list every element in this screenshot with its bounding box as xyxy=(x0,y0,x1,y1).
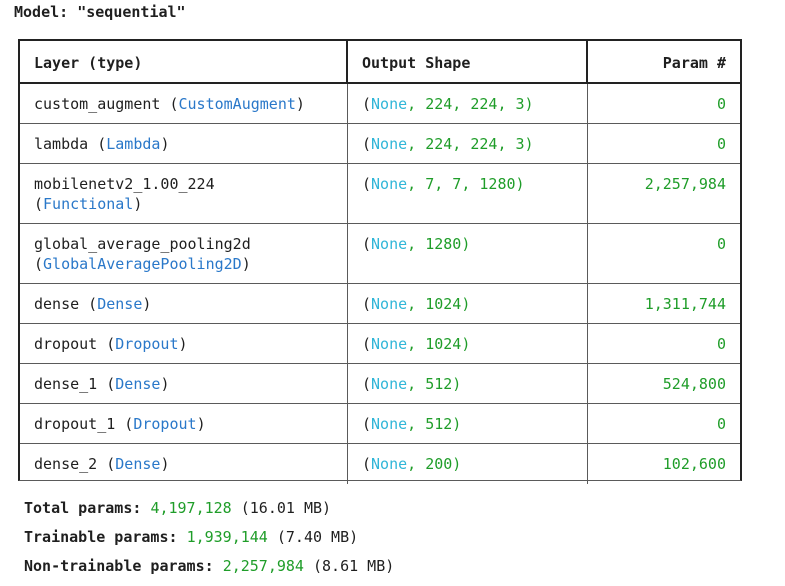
param-count: 2,257,984 xyxy=(644,175,726,193)
table-row: mobilenetv2_1.00_224 (Functional) (None,… xyxy=(20,164,740,224)
shape-dims: , 224, 224, 3) xyxy=(407,95,534,113)
table-row: lambda (Lambda) (None, 224, 224, 3) 0 xyxy=(20,124,740,164)
param-count: 0 xyxy=(716,135,726,153)
layer-class: Dense xyxy=(97,295,143,313)
header-output-shape: Output Shape xyxy=(348,41,588,82)
output-shape-cell: (None, 512) xyxy=(348,404,588,443)
non-trainable-params-line: Non-trainable params: 2,257,984 (8.61 MB… xyxy=(24,557,394,575)
table-row: dropout (Dropout) (None, 1024) 0 xyxy=(20,324,740,364)
table-row: dense (Dense) (None, 1024) 1,311,744 xyxy=(20,284,740,324)
output-shape-cell: (None, 1024) xyxy=(348,324,588,363)
none-keyword: None xyxy=(371,135,408,153)
layer-class: Dense xyxy=(115,455,161,473)
none-keyword: None xyxy=(371,335,408,353)
trainable-params-label: Trainable params: xyxy=(24,528,178,546)
output-shape-cell: (None, 1280) xyxy=(348,224,588,283)
shape-dims: , 1024) xyxy=(407,295,471,313)
shape-dims: , 1280) xyxy=(407,235,471,253)
trainable-params-size: (7.40 MB) xyxy=(276,528,359,546)
param-count: 0 xyxy=(716,415,726,433)
none-keyword: None xyxy=(371,415,408,433)
layer-class: Dense xyxy=(115,375,161,393)
layer-cell: dense_2 (Dense) xyxy=(20,444,348,484)
none-keyword: None xyxy=(371,175,408,193)
param-count: 0 xyxy=(716,335,726,353)
non-trainable-params-label: Non-trainable params: xyxy=(24,557,214,575)
shape-dims: , 7, 7, 1280) xyxy=(407,175,525,193)
output-shape-cell: (None, 7, 7, 1280) xyxy=(348,164,588,223)
table-row: dense_2 (Dense) (None, 200) 102,600 xyxy=(20,444,740,484)
total-params-line: Total params: 4,197,128 (16.01 MB) xyxy=(24,499,331,517)
layer-class: Dropout xyxy=(115,335,179,353)
layer-cell: lambda (Lambda) xyxy=(20,124,348,163)
layer-class: Functional xyxy=(43,195,134,213)
model-title: Model: "sequential" xyxy=(14,3,186,21)
table-row: global_average_pooling2d (GlobalAverageP… xyxy=(20,224,740,284)
model-summary-table: Layer (type) Output Shape Param # custom… xyxy=(18,39,742,484)
output-shape-cell: (None, 224, 224, 3) xyxy=(348,124,588,163)
table-row: dropout_1 (Dropout) (None, 512) 0 xyxy=(20,404,740,444)
layer-class: CustomAugment xyxy=(178,95,296,113)
total-params-value: 4,197,128 xyxy=(150,499,232,517)
layer-cell: mobilenetv2_1.00_224 (Functional) xyxy=(20,164,348,223)
layer-name: dense_1 xyxy=(34,375,98,393)
output-shape-cell: (None, 200) xyxy=(348,444,588,484)
total-params-size: (16.01 MB) xyxy=(240,499,332,517)
param-count: 1,311,744 xyxy=(644,295,726,313)
shape-dims: , 1024) xyxy=(407,335,471,353)
shape-dims: , 512) xyxy=(407,415,462,433)
output-shape-cell: (None, 224, 224, 3) xyxy=(348,84,588,123)
param-count: 0 xyxy=(716,95,726,113)
trainable-params-value: 1,939,144 xyxy=(186,528,268,546)
non-trainable-params-value: 2,257,984 xyxy=(222,557,304,575)
layer-name: dense xyxy=(34,295,80,313)
layer-name: global_average_pooling2d xyxy=(34,235,251,253)
shape-dims: , 200) xyxy=(407,455,462,473)
none-keyword: None xyxy=(371,95,408,113)
output-shape-cell: (None, 512) xyxy=(348,364,588,403)
layer-name: mobilenetv2_1.00_224 xyxy=(34,175,215,193)
none-keyword: None xyxy=(371,375,408,393)
shape-dims: , 512) xyxy=(407,375,462,393)
trainable-params-line: Trainable params: 1,939,144 (7.40 MB) xyxy=(24,528,358,546)
table-row: custom_augment (CustomAugment) (None, 22… xyxy=(20,84,740,124)
non-trainable-params-size: (8.61 MB) xyxy=(313,557,395,575)
layer-cell: dropout (Dropout) xyxy=(20,324,348,363)
none-keyword: None xyxy=(371,235,408,253)
none-keyword: None xyxy=(371,455,408,473)
param-count: 0 xyxy=(716,235,726,253)
header-param-count: Param # xyxy=(662,54,726,72)
layer-name: lambda xyxy=(34,135,89,153)
table-row: dense_1 (Dense) (None, 512) 524,800 xyxy=(20,364,740,404)
layer-cell: dense (Dense) xyxy=(20,284,348,323)
layer-class: GlobalAveragePooling2D xyxy=(43,255,242,273)
total-params-label: Total params: xyxy=(24,499,142,517)
layer-class: Dropout xyxy=(133,415,197,433)
layer-cell: global_average_pooling2d (GlobalAverageP… xyxy=(20,224,348,283)
param-count: 524,800 xyxy=(662,375,726,393)
layer-name: dropout_1 xyxy=(34,415,116,433)
layer-cell: dropout_1 (Dropout) xyxy=(20,404,348,443)
layer-name: dense_2 xyxy=(34,455,98,473)
output-shape-cell: (None, 1024) xyxy=(348,284,588,323)
header-layer-type: Layer (type) xyxy=(20,41,348,82)
layer-name: custom_augment xyxy=(34,95,161,113)
layer-name: dropout xyxy=(34,335,98,353)
table-header: Layer (type) Output Shape Param # xyxy=(20,41,740,84)
none-keyword: None xyxy=(371,295,408,313)
layer-class: Lambda xyxy=(106,135,161,153)
layer-cell: custom_augment (CustomAugment) xyxy=(20,84,348,123)
shape-dims: , 224, 224, 3) xyxy=(407,135,534,153)
param-count: 102,600 xyxy=(662,455,726,473)
layer-cell: dense_1 (Dense) xyxy=(20,364,348,403)
